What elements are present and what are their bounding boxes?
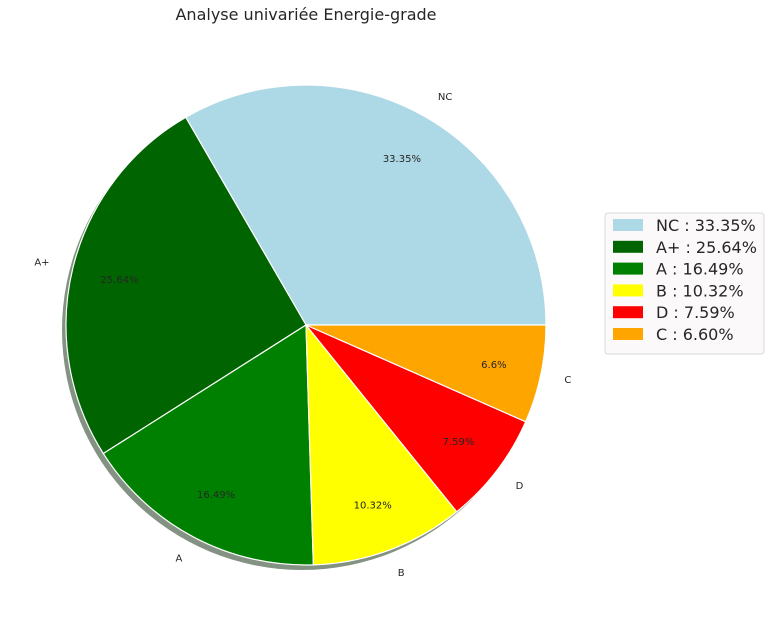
legend-label-d: D : 7.59% bbox=[656, 303, 735, 322]
slice-label-a: A bbox=[176, 554, 183, 565]
pie-slices bbox=[65, 84, 547, 566]
pct-label-a: 16.49% bbox=[197, 490, 235, 501]
legend-frame bbox=[604, 212, 765, 355]
legend-swatch-a-plus bbox=[613, 240, 643, 253]
pct-label-nc: 33.35% bbox=[383, 154, 421, 165]
pie-slice-c bbox=[305, 324, 547, 423]
legend-label-nc: NC : 33.35% bbox=[656, 216, 756, 235]
pie-slice-a-plus bbox=[65, 116, 307, 455]
pie-slice-d bbox=[305, 324, 527, 513]
pie-slice-b bbox=[305, 323, 458, 566]
legend: NC : 33.35% A+ : 25.64% A : 16.49% B : 10.3… bbox=[604, 212, 765, 355]
pct-label-b: 10.32% bbox=[354, 501, 392, 512]
pct-label-c: 6.6% bbox=[481, 360, 506, 371]
percentage-labels: 33.35% 25.64% 16.49% 10.32% 7.59% 6.6% bbox=[100, 154, 506, 511]
legend-swatch-a bbox=[613, 262, 643, 275]
legend-swatch-d bbox=[613, 306, 643, 319]
pct-label-d: 7.59% bbox=[443, 437, 475, 448]
legend-swatch-nc bbox=[613, 219, 643, 231]
slice-label-b: B bbox=[398, 568, 405, 579]
legend-label-c: C : 6.60% bbox=[656, 325, 734, 344]
slice-label-a-plus: A+ bbox=[34, 258, 49, 269]
slice-labels: NC A+ A B D C bbox=[34, 92, 571, 579]
slice-label-d: D bbox=[516, 481, 524, 492]
chart-title: Analyse univariée Energie-grade bbox=[175, 5, 436, 24]
legend-items: NC : 33.35% A+ : 25.64% A : 16.49% B : 10.3… bbox=[613, 216, 757, 344]
legend-swatch-c bbox=[613, 328, 643, 340]
slice-label-c: C bbox=[564, 375, 571, 386]
legend-swatch-b bbox=[613, 284, 643, 297]
slice-label-nc: NC bbox=[438, 92, 452, 103]
pie-slice-nc bbox=[184, 84, 547, 326]
legend-label-a: A : 16.49% bbox=[656, 260, 744, 279]
pct-label-a-plus: 25.64% bbox=[100, 275, 138, 286]
legend-label-a-plus: A+ : 25.64% bbox=[656, 238, 757, 257]
legend-label-b: B : 10.32% bbox=[656, 281, 744, 300]
pie-slice-a bbox=[102, 323, 314, 566]
